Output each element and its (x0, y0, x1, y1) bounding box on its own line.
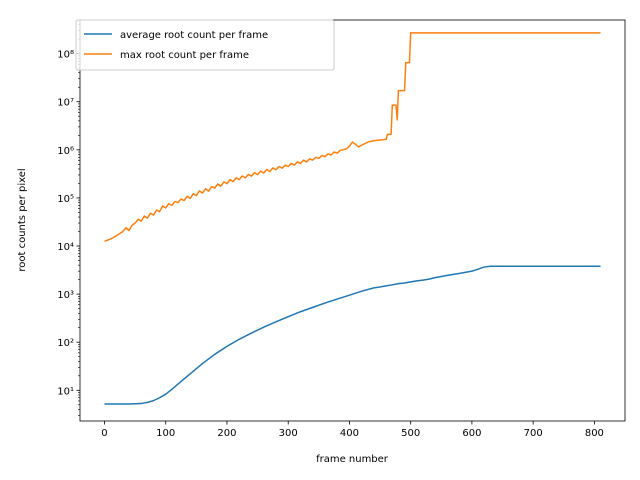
series-line-1 (104, 32, 601, 243)
x-tick-label: 0 (101, 428, 107, 439)
y-tick-label: 10⁵ (57, 194, 74, 205)
y-tick-label: 10⁷ (57, 98, 74, 109)
y-axis: 10¹ 10² 10³ 10⁴ 10⁵ 10⁶ 10⁷ 10⁸ (57, 19, 80, 416)
x-tick-label: 600 (462, 428, 481, 439)
legend-label-max: max root count per frame (120, 50, 249, 61)
x-tick-label: 800 (585, 428, 604, 439)
x-tick-label: 100 (156, 428, 175, 439)
y-tick-label: 10⁶ (57, 146, 74, 157)
series-line-0 (104, 265, 601, 405)
x-axis-label: frame number (316, 454, 389, 465)
x-tick-label: 500 (401, 428, 420, 439)
y-tick-label: 10⁴ (57, 242, 74, 253)
x-tick-label: 400 (340, 428, 359, 439)
legend-box (75, 19, 335, 71)
x-tick-label: 700 (524, 428, 543, 439)
y-tick-label: 10³ (57, 290, 74, 301)
plot-frame (79, 19, 626, 422)
x-tick-label: 200 (217, 428, 236, 439)
legend-label-average: average root count per frame (120, 30, 268, 41)
y-tick-label: 10⁸ (57, 50, 74, 61)
x-tick-label: 300 (279, 428, 298, 439)
series-layer (104, 32, 601, 405)
y-tick-label: 10² (57, 338, 74, 349)
y-tick-label: 10¹ (57, 386, 74, 397)
x-axis: 0 100 200 300 400 500 600 700 800 (101, 421, 604, 439)
y-axis-label: root counts per pixel (17, 168, 28, 271)
legend: average root count per frame max root co… (75, 19, 335, 71)
